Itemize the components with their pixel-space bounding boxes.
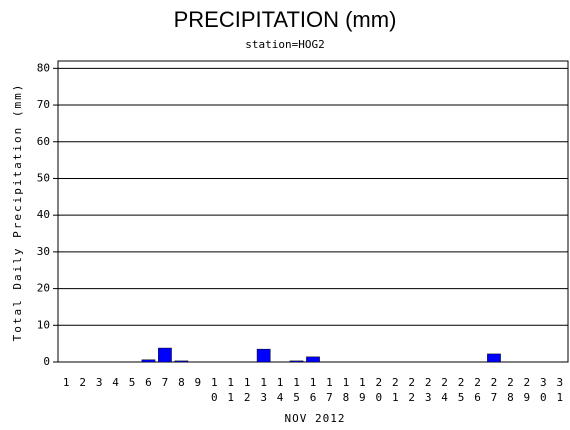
x-tick-label: 1 (63, 376, 70, 389)
x-tick-label: 5 (129, 376, 136, 389)
y-axis-label: Total Daily Precipitation (mm) (11, 83, 24, 342)
y-tick-label: 70 (37, 98, 50, 111)
bar (158, 347, 172, 363)
bar (487, 353, 501, 363)
chart-title: PRECIPITATION (mm) (174, 7, 397, 32)
x-tick-label: 9 (195, 376, 202, 389)
bar (256, 348, 271, 363)
bar (174, 360, 189, 363)
x-tick-label: 3 (96, 376, 103, 389)
x-tick-label: 2 (79, 376, 86, 389)
x-tick-label: 4 (112, 376, 119, 389)
y-tick-label: 50 (37, 171, 50, 184)
y-tick-label: 0 (43, 355, 50, 368)
y-tick-label: 40 (37, 208, 50, 221)
y-tick-label: 60 (37, 135, 50, 148)
y-tick-label: 10 (37, 318, 50, 331)
bar (289, 360, 304, 363)
y-tick-label: 20 (37, 282, 50, 295)
y-tick-label: 80 (37, 61, 50, 74)
x-tick-label: 6 (145, 376, 152, 389)
x-tick-label: 8 (178, 376, 185, 389)
bar (306, 356, 320, 363)
bar (141, 359, 156, 363)
x-axis-label: NOV 2012 (285, 412, 346, 425)
x-tick-label: 7 (162, 376, 169, 389)
plot-frame (57, 60, 569, 363)
chart-subtitle: station=HOG2 (245, 38, 324, 51)
y-tick-label: 30 (37, 245, 50, 258)
